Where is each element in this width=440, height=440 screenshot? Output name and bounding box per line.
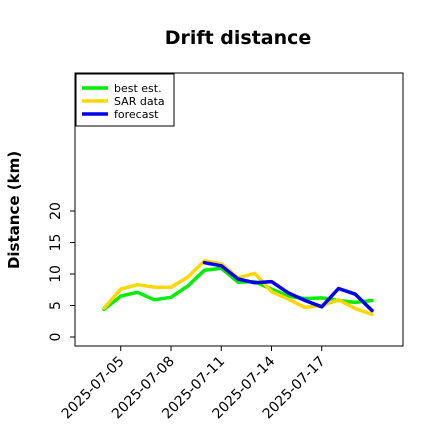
y-tick-label: 5 xyxy=(48,301,64,310)
y-axis-label: Distance (km) xyxy=(5,151,23,269)
legend-label-best-est: best est. xyxy=(114,82,162,95)
series-line-forecast xyxy=(202,260,374,313)
series-line-sar-data xyxy=(102,259,374,317)
chart-title: Drift distance xyxy=(165,27,312,49)
x-axis: 2025-07-052025-07-082025-07-112025-07-14… xyxy=(59,346,329,422)
y-tick-label: 20 xyxy=(48,202,64,220)
y-tick-label: 0 xyxy=(48,333,64,342)
y-tick-label: 10 xyxy=(48,265,64,283)
y-axis: 0 5 10 15 20 xyxy=(48,202,75,341)
legend: best est. SAR data forecast xyxy=(75,73,175,127)
legend-label-forecast: forecast xyxy=(114,108,159,121)
legend-label-sar-data: SAR data xyxy=(114,95,165,108)
series-lines xyxy=(102,259,374,317)
y-tick-label: 15 xyxy=(48,234,64,252)
plot-area xyxy=(74,72,404,347)
